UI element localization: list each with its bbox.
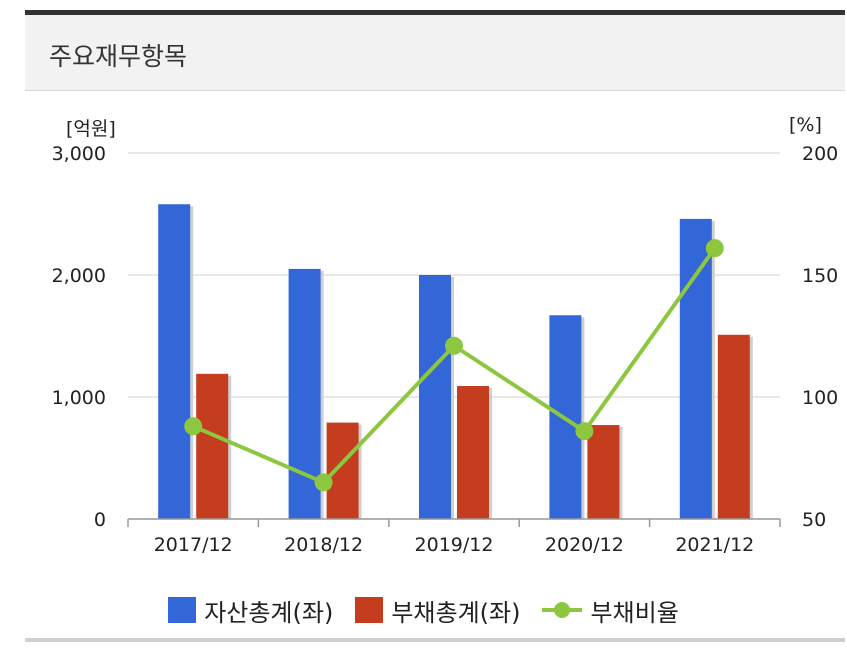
- y-left-tick-label: 1,000: [52, 387, 106, 409]
- section-header: 주요재무항목: [25, 15, 845, 91]
- bar-liability: [326, 422, 359, 519]
- section-title: 주요재무항목: [49, 42, 188, 71]
- bar-liability: [587, 425, 620, 519]
- ratio-point: [575, 422, 594, 441]
- legend-swatch-ratio: [542, 597, 583, 623]
- legend-label-liability: 부채총계(좌): [391, 598, 521, 627]
- chart-area: 0 1,000 2,000 3,000 50 100 150 200 2017/12 2018/1…: [52, 143, 839, 556]
- ratio-point: [314, 473, 333, 492]
- y-right-tick-label: 150: [802, 265, 838, 287]
- bar-liability: [717, 334, 750, 519]
- y-left-tick-label: 2,000: [52, 265, 106, 287]
- legend: 자산총계(좌) 부채총계(좌) 부채비율: [0, 590, 847, 630]
- legend-label-ratio: 부채비율: [590, 598, 679, 627]
- y-left-tick-label: 3,000: [52, 143, 106, 165]
- legend-swatch-asset: [168, 597, 197, 623]
- bar-liability: [196, 373, 229, 519]
- y-right-tick-label: 50: [802, 509, 826, 531]
- x-tick-label: 2021/12: [675, 534, 754, 556]
- right-axis-unit: [%]: [789, 114, 822, 136]
- x-tick-label: 2019/12: [415, 534, 494, 556]
- x-tick-label: 2020/12: [545, 534, 624, 556]
- legend-swatch-liability: [355, 597, 384, 623]
- bar-asset: [679, 218, 712, 519]
- ratio-point: [705, 239, 724, 258]
- bar-asset: [158, 204, 191, 520]
- legend-item-ratio[interactable]: 부채비율: [542, 593, 679, 628]
- x-tick-label: 2017/12: [154, 534, 233, 556]
- bottom-rule: [25, 638, 845, 642]
- left-axis-unit: [억원]: [66, 118, 116, 140]
- ratio-point: [445, 336, 463, 355]
- bar-asset: [419, 275, 451, 519]
- legend-item-asset[interactable]: 자산총계(좌): [168, 593, 333, 628]
- y-right-tick-label: 200: [802, 143, 838, 165]
- bar-liability: [457, 386, 489, 519]
- x-tick-label: 2018/12: [284, 534, 363, 556]
- y-right-tick-label: 100: [802, 387, 838, 409]
- legend-label-asset: 자산총계(좌): [204, 598, 334, 627]
- ratio-point: [184, 417, 203, 436]
- legend-item-liability[interactable]: 부채총계(좌): [355, 593, 520, 628]
- y-left-tick-label: 0: [94, 509, 106, 531]
- top-rule: [25, 10, 845, 15]
